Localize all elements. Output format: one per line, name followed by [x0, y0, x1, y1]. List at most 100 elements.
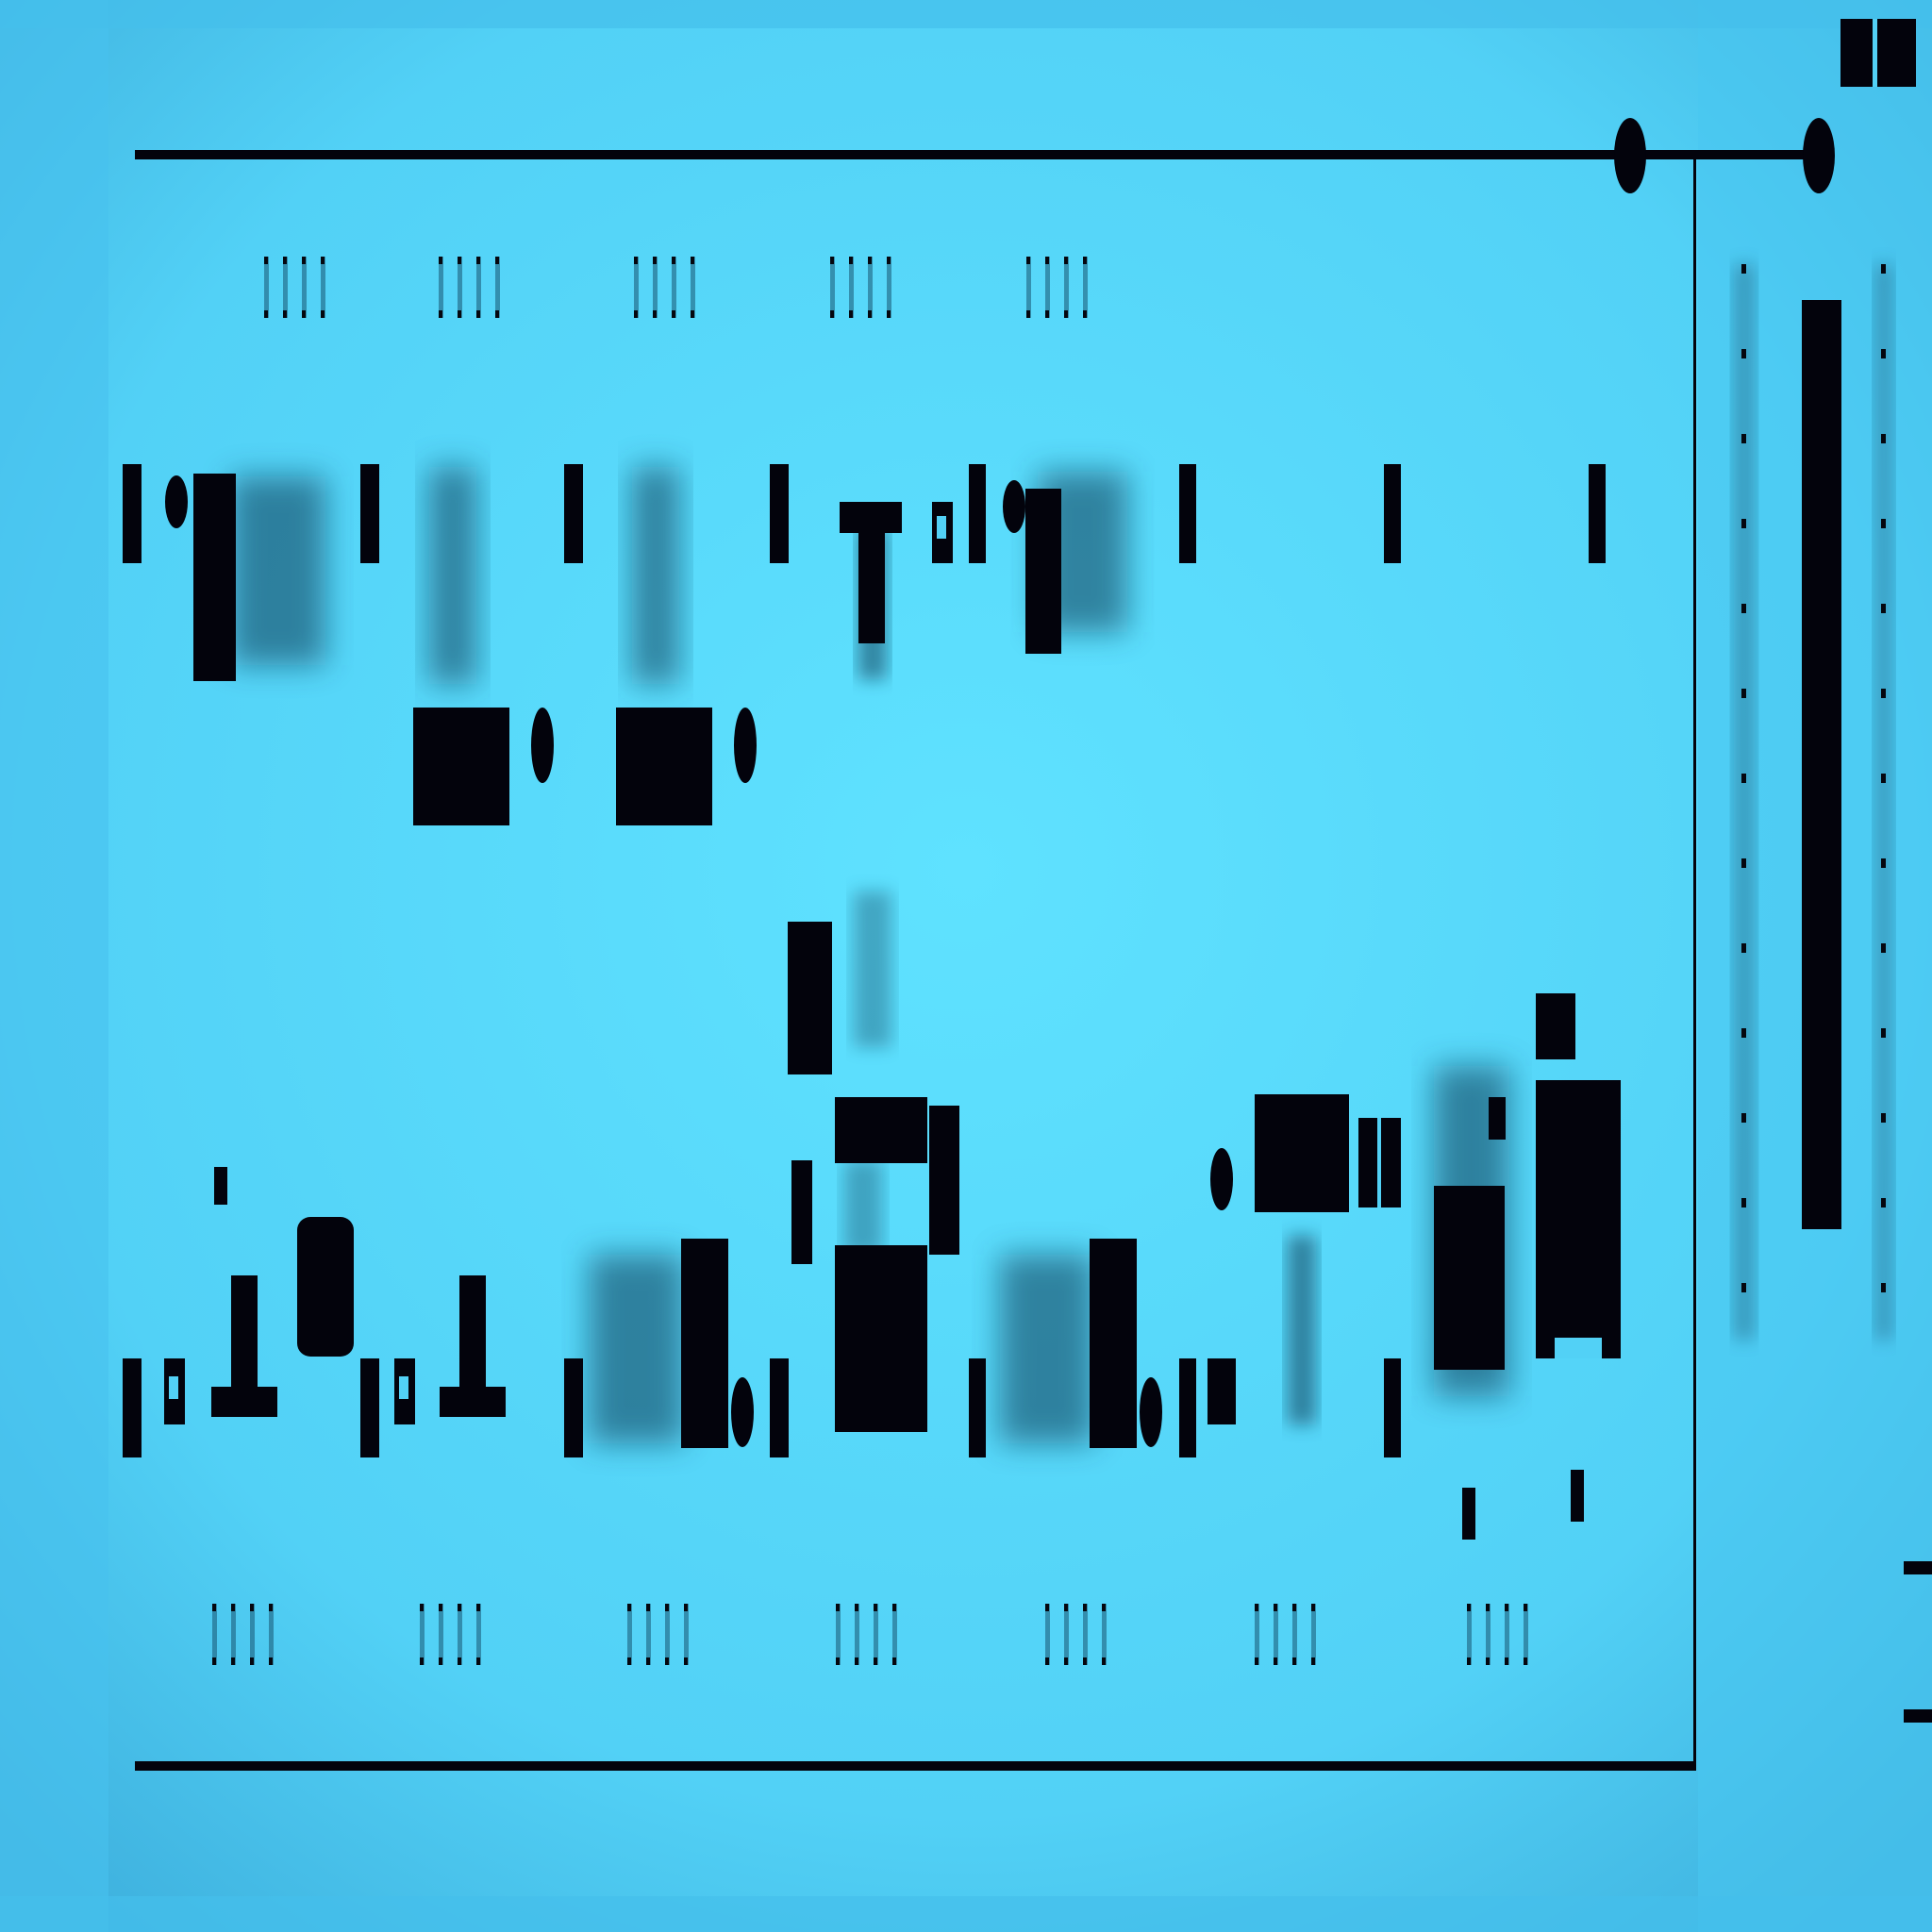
tick-dot-bottom	[627, 1657, 631, 1665]
tick-dot-bottom	[1083, 1657, 1087, 1665]
tick-dot-top	[1255, 1604, 1258, 1611]
tick-dot-top	[868, 257, 872, 264]
lower-blur-1	[590, 1255, 684, 1443]
tick-mark	[1083, 257, 1088, 318]
tick-dot-bottom	[1083, 310, 1087, 318]
lower-small-tick-b	[1571, 1470, 1584, 1522]
corner-block	[1840, 19, 1916, 87]
blur-block-1	[231, 476, 325, 665]
tick-mark	[1026, 257, 1031, 318]
rail-dot-right	[1881, 1028, 1886, 1038]
upper-bar-8	[1589, 464, 1606, 563]
tick-dot-top	[439, 1604, 442, 1611]
tick-mark	[874, 1604, 878, 1665]
tick-mark	[684, 1604, 689, 1665]
lower-blur-3	[1288, 1236, 1316, 1424]
tick-dot-top	[892, 1604, 896, 1611]
upper-bar-1	[123, 464, 142, 563]
lower-t-1-base	[211, 1387, 277, 1417]
tick-dot-bottom	[269, 1657, 273, 1665]
tick-mark	[1064, 257, 1069, 318]
tick-mark	[269, 1604, 274, 1665]
lower-bar-6	[1179, 1358, 1196, 1457]
lower-blur-2	[1000, 1255, 1094, 1443]
bottom-band	[0, 1896, 1932, 1932]
tick-mark	[302, 257, 307, 318]
tick-dot-top	[653, 257, 657, 264]
tick-dot-top	[476, 257, 480, 264]
tick-dot-bottom	[1045, 310, 1049, 318]
tick-dot-top	[321, 257, 325, 264]
top-band	[0, 0, 1932, 28]
tick-dot-bottom	[634, 310, 638, 318]
lower-tick-cluster	[212, 1604, 274, 1665]
lower-t-2-base	[440, 1387, 506, 1417]
upper-bar-4	[770, 464, 789, 563]
rail-dot-left	[1741, 604, 1746, 613]
tick-dot-top	[1524, 1604, 1527, 1611]
tick-dot-top	[887, 257, 891, 264]
tick-dot-top	[495, 257, 499, 264]
tick-mark	[212, 1604, 217, 1665]
tick-dot-bottom	[672, 310, 675, 318]
rail-dot-left	[1741, 1028, 1746, 1038]
rail-dot-right	[1881, 349, 1886, 358]
tick-mark	[495, 257, 500, 318]
tick-dot-top	[1026, 257, 1030, 264]
tick-dot-top	[849, 257, 853, 264]
tick-dot-top	[665, 1604, 669, 1611]
lower-small-tick-a	[1462, 1488, 1475, 1540]
lower-bar-3	[564, 1358, 583, 1457]
tick-dot-bottom	[1064, 1657, 1068, 1665]
small-square-1-hole	[937, 516, 946, 539]
tick-dot-bottom	[665, 1657, 669, 1665]
tick-dot-top	[264, 257, 268, 264]
tick-mark	[458, 257, 462, 318]
lower-bar-2	[360, 1358, 379, 1457]
tick-dot-top	[1292, 1604, 1296, 1611]
left-band	[0, 0, 108, 1932]
lower-t-1-stem	[231, 1275, 258, 1389]
rail-dot-left	[1741, 349, 1746, 358]
lower-thin-bar	[791, 1160, 812, 1264]
tick-dot-top	[634, 257, 638, 264]
rail-dot-left	[1741, 689, 1746, 698]
tick-dot-bottom	[874, 1657, 877, 1665]
tick-mark	[1292, 1604, 1297, 1665]
tick-mark	[1255, 1604, 1259, 1665]
tick-mark	[250, 1604, 255, 1665]
tick-dot-bottom	[283, 310, 287, 318]
upper-bar-2	[360, 464, 379, 563]
lower-post-1	[681, 1239, 728, 1448]
tick-dot-top	[1064, 1604, 1068, 1611]
tick-dot-top	[1064, 257, 1068, 264]
lower-tick-cluster	[420, 1604, 481, 1665]
tick-dot-top	[1083, 1604, 1087, 1611]
blur-block-2	[429, 467, 476, 684]
upper-bar-3	[564, 464, 583, 563]
top-handle-left	[1614, 118, 1646, 193]
upper-notch-1	[165, 475, 188, 528]
rail-dot-right	[1881, 689, 1886, 698]
tick-mark	[476, 257, 481, 318]
rail-right	[1875, 264, 1892, 1340]
tick-dot-bottom	[1045, 1657, 1049, 1665]
corner-block-gap	[1873, 19, 1877, 87]
tick-mark	[1045, 1604, 1050, 1665]
lower-notch-2	[1140, 1377, 1162, 1447]
lower-box-bottom	[835, 1245, 927, 1432]
tick-dot-bottom	[892, 1657, 896, 1665]
upper-square-2	[616, 708, 712, 825]
tick-dot-bottom	[458, 1657, 461, 1665]
upper-square-1	[413, 708, 509, 825]
tick-mark	[849, 257, 854, 318]
rail-dot-right	[1881, 943, 1886, 953]
tick-dot-top	[1486, 1604, 1490, 1611]
tick-mark	[321, 257, 325, 318]
tick-dot-bottom	[868, 310, 872, 318]
rail-dot-left	[1741, 264, 1746, 274]
lower-tick-cluster	[1045, 1604, 1107, 1665]
tick-dot-bottom	[1102, 1657, 1106, 1665]
tick-dot-top	[269, 1604, 273, 1611]
